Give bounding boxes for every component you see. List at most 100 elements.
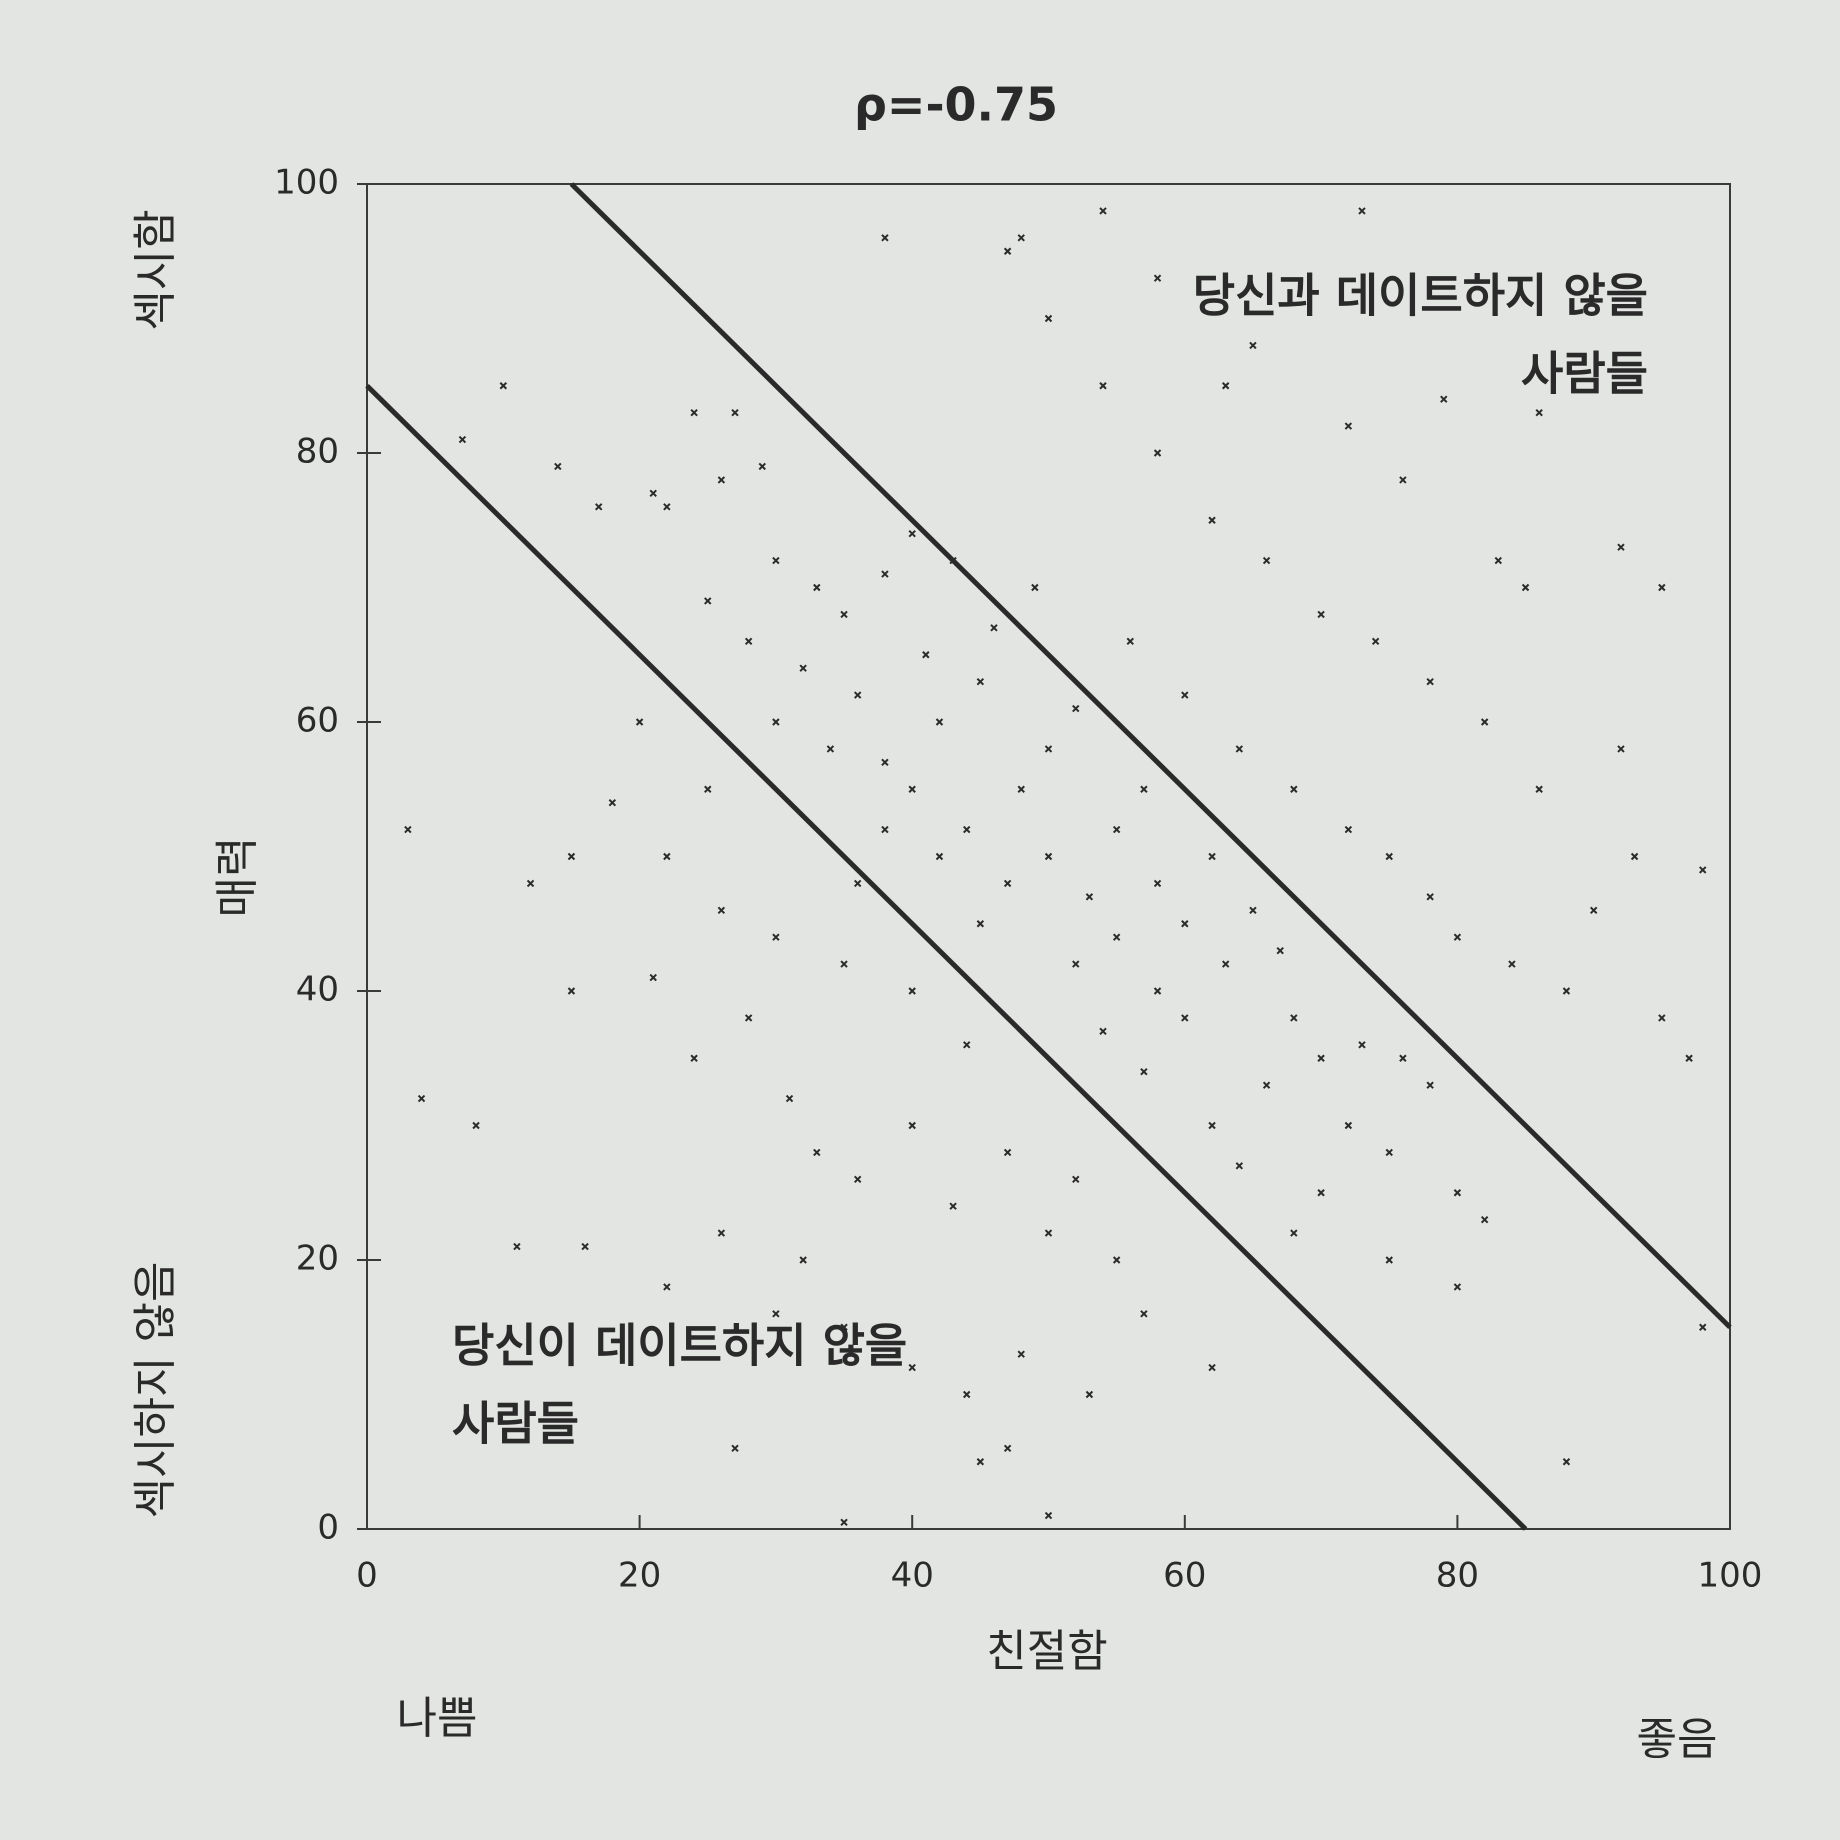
point [1112, 825, 1121, 834]
point [472, 1121, 480, 1130]
point [1385, 852, 1393, 861]
point [1085, 893, 1094, 901]
point [717, 1229, 726, 1237]
point [813, 583, 821, 592]
point [595, 503, 603, 511]
point [1153, 449, 1162, 457]
x-tick-label: 0 [356, 1556, 378, 1596]
point [1153, 987, 1162, 995]
point [976, 920, 985, 928]
point [567, 852, 576, 861]
point [649, 489, 657, 498]
point [1358, 1041, 1366, 1049]
point [1140, 1067, 1148, 1076]
annotation: 사람들 [1521, 347, 1648, 401]
y-axis-label: 매력 [212, 837, 263, 918]
point [1535, 408, 1543, 417]
point [1017, 1350, 1025, 1358]
point [690, 1054, 698, 1062]
point [1699, 866, 1707, 874]
point [949, 556, 957, 565]
point [1249, 906, 1257, 915]
point [935, 852, 944, 861]
point [1508, 960, 1516, 968]
point [663, 503, 671, 511]
point [908, 529, 916, 538]
point [404, 825, 412, 834]
point [1099, 207, 1107, 215]
boundary-line [569, 182, 1732, 1330]
point [840, 1518, 848, 1526]
point [1112, 933, 1121, 941]
point [1630, 852, 1639, 861]
point [881, 570, 889, 578]
point [1371, 637, 1380, 646]
point [963, 1390, 971, 1399]
point [1181, 691, 1189, 699]
point [1249, 341, 1257, 350]
x-tick-label: 20 [618, 1556, 661, 1596]
point [526, 879, 535, 888]
point [1017, 234, 1025, 242]
point [1099, 382, 1107, 390]
y-tick-label: 100 [274, 163, 339, 203]
point [1208, 1121, 1216, 1130]
x-axis-label: 친절함 [986, 1626, 1107, 1677]
point [458, 435, 467, 444]
point [799, 664, 807, 672]
point [853, 879, 862, 888]
point [908, 1363, 916, 1372]
y-tick-label: 60 [296, 701, 339, 741]
point [1399, 1054, 1407, 1062]
point [1017, 785, 1025, 793]
point [1221, 382, 1230, 390]
point [990, 624, 998, 632]
annotation: 사람들 [452, 1397, 579, 1451]
point [963, 1041, 971, 1049]
point [1589, 906, 1598, 915]
point [772, 1310, 780, 1318]
point [1044, 852, 1053, 861]
point [1344, 422, 1353, 430]
point [649, 973, 657, 982]
point [772, 718, 780, 726]
point [799, 1256, 807, 1264]
point [1344, 825, 1353, 834]
point [826, 745, 835, 753]
point [1344, 1121, 1353, 1130]
point [1031, 583, 1039, 592]
point [1480, 718, 1489, 726]
point [1262, 556, 1271, 565]
point [976, 1458, 985, 1466]
point [704, 597, 712, 605]
point [853, 691, 862, 699]
point [935, 718, 944, 726]
point [1140, 1310, 1148, 1318]
point [1617, 745, 1625, 753]
point [1181, 1014, 1189, 1022]
point [1494, 556, 1502, 565]
point [1044, 1511, 1053, 1520]
point [1262, 1081, 1271, 1089]
point [881, 234, 889, 242]
point [717, 476, 726, 484]
annotation: 당신과 데이트하지 않을 [1193, 269, 1648, 323]
point [1453, 1189, 1462, 1197]
point [758, 462, 766, 471]
point [881, 825, 889, 834]
point [1126, 637, 1134, 646]
point [1290, 785, 1298, 793]
point [1562, 1458, 1571, 1466]
annotation: 당신이 데이트하지 않을 [452, 1319, 907, 1373]
point [1153, 274, 1162, 282]
point [840, 960, 848, 968]
point [1044, 314, 1053, 323]
point [717, 906, 726, 915]
point [1317, 1054, 1325, 1062]
point [731, 1444, 739, 1453]
point [881, 758, 889, 767]
y-tick-label: 80 [296, 432, 339, 472]
point [1453, 933, 1462, 941]
point [1221, 960, 1230, 968]
